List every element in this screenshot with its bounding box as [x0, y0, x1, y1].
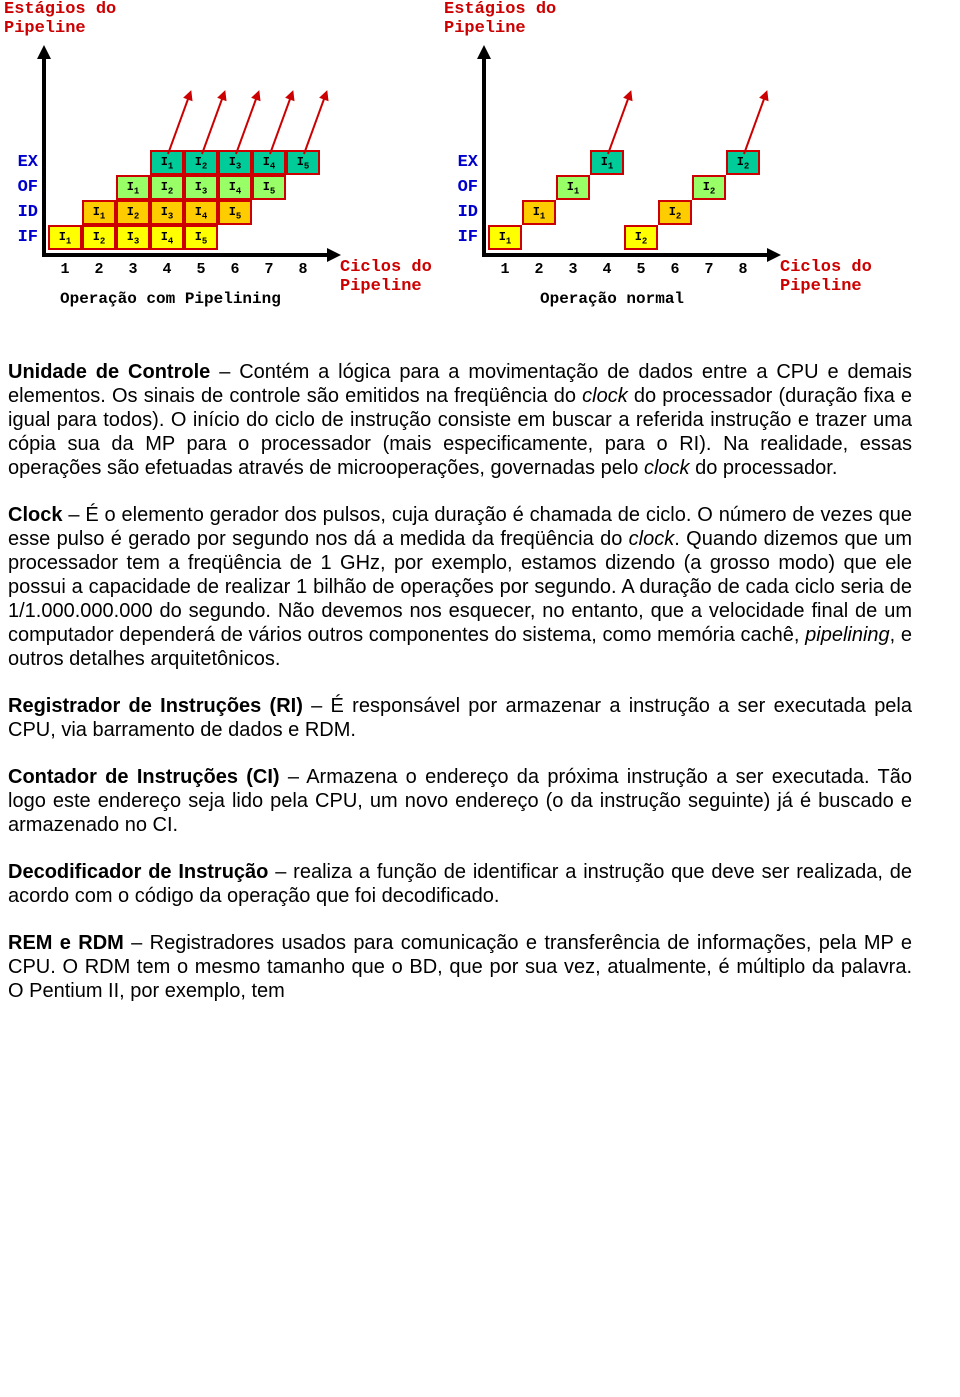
pipeline-cell: I5: [184, 225, 218, 250]
stage-label: EX: [440, 153, 478, 172]
paragraph: Clock – É o elemento gerador dos pulsos,…: [8, 503, 912, 671]
paragraph: REM e RDM – Registradores usados para co…: [8, 931, 912, 1003]
pipeline-cell: I1: [556, 175, 590, 200]
caption: Operação normal: [540, 290, 684, 308]
pipeline-diagrams: Estágios do Pipeline Operação com Pipeli…: [0, 0, 960, 330]
stage-label: ID: [0, 203, 38, 222]
x-axis-title: Ciclos do Pipeline: [780, 258, 872, 296]
x-axis: [42, 253, 327, 257]
pipeline-cell: I1: [488, 225, 522, 250]
cycle-tick: 2: [522, 261, 556, 278]
exit-arrow: [303, 97, 325, 154]
pipeline-cell: I2: [82, 225, 116, 250]
document-body: Unidade de Controle – Contém a lógica pa…: [0, 330, 960, 1003]
cycle-tick: 3: [116, 261, 150, 278]
paragraph: Registrador de Instruções (RI) – É respo…: [8, 694, 912, 742]
pipeline-cell: I2: [624, 225, 658, 250]
cycle-tick: 2: [82, 261, 116, 278]
pipeline-cell: I1: [82, 200, 116, 225]
caption: Operação com Pipelining: [60, 290, 281, 308]
stage-label: OF: [0, 178, 38, 197]
exit-arrow: [607, 97, 629, 154]
stage-label: ID: [440, 203, 478, 222]
exit-arrow: [269, 97, 291, 154]
pipeline-cell: I2: [692, 175, 726, 200]
cycle-tick: 4: [150, 261, 184, 278]
y-axis: [482, 55, 486, 255]
cycle-tick: 8: [726, 261, 760, 278]
y-axis-arrow: [37, 45, 51, 59]
pipeline-cell: I4: [150, 225, 184, 250]
pipeline-cell: I2: [150, 175, 184, 200]
pipeline-cell: I5: [218, 200, 252, 225]
cycle-tick: 6: [218, 261, 252, 278]
pipeline-cell: I1: [522, 200, 556, 225]
paragraph: Contador de Instruções (CI) – Armazena o…: [8, 765, 912, 837]
exit-arrow: [743, 97, 765, 154]
y-axis-title: Estágios do Pipeline: [444, 0, 556, 38]
stage-label: IF: [0, 228, 38, 247]
exit-arrow: [235, 97, 257, 154]
cycle-tick: 5: [624, 261, 658, 278]
paragraph: Decodificador de Instrução – realiza a f…: [8, 860, 912, 908]
pipeline-cell: I2: [658, 200, 692, 225]
pipeline-cell: I1: [116, 175, 150, 200]
pipeline-cell: I4: [218, 175, 252, 200]
pipeline-cell: I3: [150, 200, 184, 225]
exit-arrow: [201, 97, 223, 154]
cycle-tick: 3: [556, 261, 590, 278]
x-axis-arrow: [767, 248, 781, 262]
y-axis: [42, 55, 46, 255]
stage-label: OF: [440, 178, 478, 197]
x-axis-arrow: [327, 248, 341, 262]
cycle-tick: 4: [590, 261, 624, 278]
paragraph: Unidade de Controle – Contém a lógica pa…: [8, 360, 912, 480]
y-axis-title: Estágios do Pipeline: [4, 0, 116, 38]
x-axis: [482, 253, 767, 257]
pipeline-cell: I3: [116, 225, 150, 250]
cycle-tick: 1: [48, 261, 82, 278]
pipeline-cell: I2: [116, 200, 150, 225]
cycle-tick: 6: [658, 261, 692, 278]
cycle-tick: 7: [252, 261, 286, 278]
stage-label: IF: [440, 228, 478, 247]
cycle-tick: 1: [488, 261, 522, 278]
cycle-tick: 8: [286, 261, 320, 278]
x-axis-title: Ciclos do Pipeline: [340, 258, 432, 296]
y-axis-arrow: [477, 45, 491, 59]
pipeline-cell: I5: [252, 175, 286, 200]
stage-label: EX: [0, 153, 38, 172]
pipeline-cell: I3: [184, 175, 218, 200]
pipeline-cell: I4: [184, 200, 218, 225]
pipeline-cell: I1: [48, 225, 82, 250]
cycle-tick: 7: [692, 261, 726, 278]
exit-arrow: [167, 97, 189, 154]
cycle-tick: 5: [184, 261, 218, 278]
